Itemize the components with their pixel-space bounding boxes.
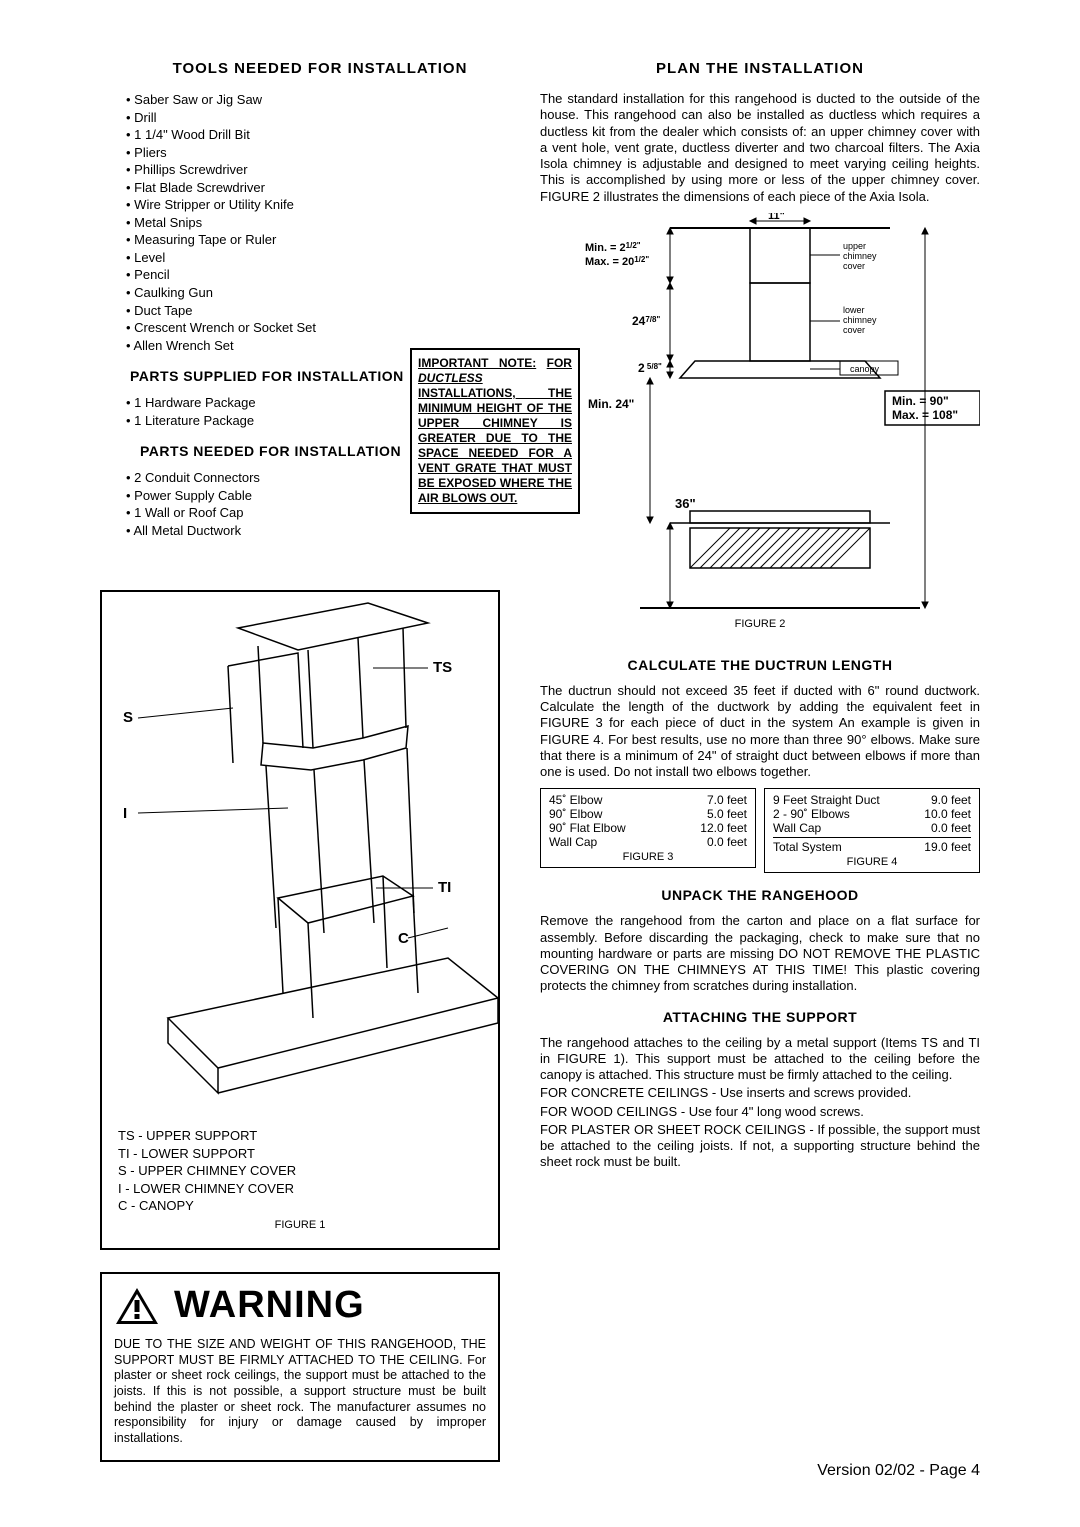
list-item: Wire Stripper or Utility Knife xyxy=(126,196,520,214)
figure-3-table: 45˚ Elbow 7.0 feet 90˚ Elbow 5.0 feet 90˚ … xyxy=(540,788,756,868)
list-item: Measuring Tape or Ruler xyxy=(126,231,520,249)
warning-box: WARNING DUE TO THE SIZE AND WEIGHT OF TH… xyxy=(100,1272,500,1462)
figure-1-legend: TS - UPPER SUPPORT TI - LOWER SUPPORT S … xyxy=(118,1127,492,1215)
plan-paragraph: The standard installation for this range… xyxy=(540,91,980,205)
legend-row: I - LOWER CHIMNEY COVER xyxy=(118,1180,492,1198)
attach-paragraph-2: FOR CONCRETE CEILINGS - Use inserts and … xyxy=(540,1085,980,1101)
figure-2: 11" Min. = 21/2" Max. = 201/2" 247/8" 2 … xyxy=(540,213,980,643)
list-item: Pliers xyxy=(126,144,520,162)
cell: 9 Feet Straight Duct xyxy=(773,793,880,807)
cell: 9.0 feet xyxy=(931,793,971,807)
cell: 2 - 90˚ Elbows xyxy=(773,807,850,821)
cell: 19.0 feet xyxy=(924,840,971,854)
figure-3-caption: FIGURE 3 xyxy=(549,851,747,863)
calculate-heading: CALCULATE THE DUCTRUN LENGTH xyxy=(540,657,980,673)
svg-text:Min. = 21/2": Min. = 21/2" xyxy=(585,241,641,254)
list-item: All Metal Ductwork xyxy=(126,522,520,540)
warning-body: DUE TO THE SIZE AND WEIGHT OF THIS RANGE… xyxy=(114,1337,486,1446)
list-item: 1 1/4" Wood Drill Bit xyxy=(126,126,520,144)
svg-text:canopy: canopy xyxy=(850,364,880,374)
warning-title: WARNING xyxy=(174,1284,365,1327)
svg-text:247/8": 247/8" xyxy=(632,314,660,328)
svg-text:Max. = 108": Max. = 108" xyxy=(892,408,958,422)
svg-text:lowerchimneycover: lowerchimneycover xyxy=(843,305,877,335)
attach-heading: ATTACHING THE SUPPORT xyxy=(540,1009,980,1025)
cell: 90˚ Elbow xyxy=(549,807,602,821)
legend-row: C - CANOPY xyxy=(118,1197,492,1215)
figure-4-caption: FIGURE 4 xyxy=(773,856,971,868)
list-item: Saber Saw or Jig Saw xyxy=(126,91,520,109)
figure-1-caption: FIGURE 1 xyxy=(108,1219,492,1231)
duct-tables: 45˚ Elbow 7.0 feet 90˚ Elbow 5.0 feet 90˚ … xyxy=(540,788,980,873)
cell: 12.0 feet xyxy=(700,821,747,835)
list-item: Metal Snips xyxy=(126,214,520,232)
fig1-s: S xyxy=(123,709,133,726)
figure-1: S I TS TI C TS - UPPER SUPPORT TI - LOWE… xyxy=(100,590,500,1250)
cell: 7.0 feet xyxy=(707,793,747,807)
svg-text:2 5/8": 2 5/8" xyxy=(638,361,662,375)
legend-row: TI - LOWER SUPPORT xyxy=(118,1145,492,1163)
note-line: DUCTLESS xyxy=(418,371,483,385)
figure-2-svg: 11" Min. = 21/2" Max. = 201/2" 247/8" 2 … xyxy=(540,213,980,633)
unpack-heading: UNPACK THE RANGEHOOD xyxy=(540,887,980,903)
list-item: Level xyxy=(126,249,520,267)
svg-text:upperchimneycover: upperchimneycover xyxy=(843,241,877,271)
svg-text:36": 36" xyxy=(675,496,696,511)
cell: 10.0 feet xyxy=(924,807,971,821)
svg-text:Max. = 201/2": Max. = 201/2" xyxy=(585,255,649,268)
version-footer: Version 02/02 - Page 4 xyxy=(817,1462,980,1480)
fig1-i: I xyxy=(123,805,127,822)
figure-4-table: 9 Feet Straight Duct 9.0 feet 2 - 90˚ Elb… xyxy=(764,788,980,873)
cell: Wall Cap xyxy=(549,835,597,849)
legend-row: S - UPPER CHIMNEY COVER xyxy=(118,1162,492,1180)
calculate-paragraph: The ductrun should not exceed 35 feet if… xyxy=(540,683,980,781)
tools-list: Saber Saw or Jig Saw Drill 1 1/4" Wood D… xyxy=(120,91,520,354)
cell: 5.0 feet xyxy=(707,807,747,821)
cell: Total System xyxy=(773,840,842,854)
figure-1-svg: S I TS TI C xyxy=(108,598,498,1118)
list-item: Pencil xyxy=(126,266,520,284)
cell: 90˚ Flat Elbow xyxy=(549,821,626,835)
list-item: Phillips Screwdriver xyxy=(126,161,520,179)
tools-heading: TOOLS NEEDED FOR INSTALLATION xyxy=(120,60,520,77)
cell: 45˚ Elbow xyxy=(549,793,602,807)
list-item: Flat Blade Screwdriver xyxy=(126,179,520,197)
fig1-c: C xyxy=(398,930,409,947)
list-item: Drill xyxy=(126,109,520,127)
fig1-ts: TS xyxy=(433,659,452,676)
attach-paragraph-1: The rangehood attaches to the ceiling by… xyxy=(540,1035,980,1084)
svg-text:Min. 24": Min. 24" xyxy=(588,397,634,411)
note-line: IMPORTANT NOTE: xyxy=(418,356,536,370)
fig1-ti: TI xyxy=(438,879,451,896)
list-item: Caulking Gun xyxy=(126,284,520,302)
svg-text:Min. = 90": Min. = 90" xyxy=(892,394,949,408)
svg-text:11": 11" xyxy=(768,213,785,222)
cell: 0.0 feet xyxy=(931,821,971,835)
attach-paragraph-3: FOR WOOD CEILINGS - Use four 4" long woo… xyxy=(540,1104,980,1120)
cell: 0.0 feet xyxy=(707,835,747,849)
list-item: Duct Tape xyxy=(126,302,520,320)
legend-row: TS - UPPER SUPPORT xyxy=(118,1127,492,1145)
note-line: INSTALLATIONS, xyxy=(418,386,516,400)
unpack-paragraph: Remove the rangehood from the carton and… xyxy=(540,913,980,994)
attach-paragraph-4: FOR PLASTER OR SHEET ROCK CEILINGS - If … xyxy=(540,1122,980,1171)
list-item: Crescent Wrench or Socket Set xyxy=(126,319,520,337)
cell: Wall Cap xyxy=(773,821,821,835)
warning-icon xyxy=(114,1286,160,1326)
plan-heading: PLAN THE INSTALLATION xyxy=(540,60,980,77)
